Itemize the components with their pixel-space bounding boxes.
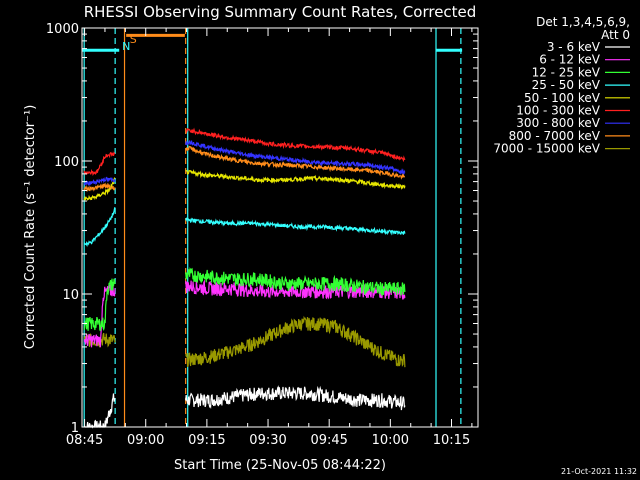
flag-letter-saa: S	[130, 33, 137, 46]
axes-layer: 1 10 100 1000 08:45 09:00 09:15 09:30 09:45 10:00…	[46, 22, 479, 448]
legend-entry-label: 300 - 800 keV	[516, 116, 600, 130]
series-line-100-300-	[83, 127, 406, 177]
y-tick-label: 1	[71, 421, 79, 436]
legend-entry-label: 6 - 12 keV	[539, 53, 601, 67]
x-tick-label: 09:15	[188, 433, 225, 448]
series-layer	[83, 127, 406, 429]
footer-date: 21-Oct-2021 11:32	[561, 467, 637, 476]
series-line-800-7000-	[83, 145, 406, 193]
x-tick-label: 10:00	[372, 433, 409, 448]
series-line-7000-15000-	[83, 315, 406, 368]
x-tick-label: 09:45	[310, 433, 347, 448]
legend-entry-label: 12 - 25 keV	[532, 65, 601, 79]
series-line-25-50-	[83, 206, 406, 248]
legend-entry-label: 3 - 6 keV	[547, 40, 601, 54]
plot-area: SN	[82, 28, 463, 427]
x-axis-label: Start Time (25-Nov-05 08:44:22)	[174, 458, 386, 473]
legend-entry-label: 800 - 7000 keV	[509, 129, 601, 143]
legend-entry-label: 100 - 300 keV	[516, 104, 600, 118]
y-tick-label: 1000	[46, 22, 79, 37]
legend-entry-label: 7000 - 15000 keV	[493, 142, 600, 156]
legend-entry-label: 50 - 100 keV	[524, 91, 601, 105]
y-axis-label: Corrected Count Rate (s⁻¹ detector⁻¹)	[23, 105, 38, 350]
series-line-12-25-	[83, 267, 406, 332]
x-tick-label: 09:30	[249, 433, 286, 448]
x-tick-label: 09:00	[127, 433, 164, 448]
plot-frame	[81, 27, 479, 428]
legend-entry-label: 25 - 50 keV	[532, 78, 601, 92]
series-line-300-800-	[83, 140, 406, 187]
x-tick-label: 08:45	[66, 433, 103, 448]
flag-letter-night: N	[122, 40, 130, 53]
y-tick-label: 10	[62, 288, 79, 303]
legend-header-line-1: Det 1,3,4,5,6,9,	[536, 15, 630, 29]
chart-title: RHESSI Observing Summary Count Rates, Co…	[84, 3, 477, 21]
legend-header-line-2: Att 0	[601, 28, 630, 42]
y-tick-label: 100	[54, 155, 79, 170]
x-tick-label: 10:15	[433, 433, 470, 448]
